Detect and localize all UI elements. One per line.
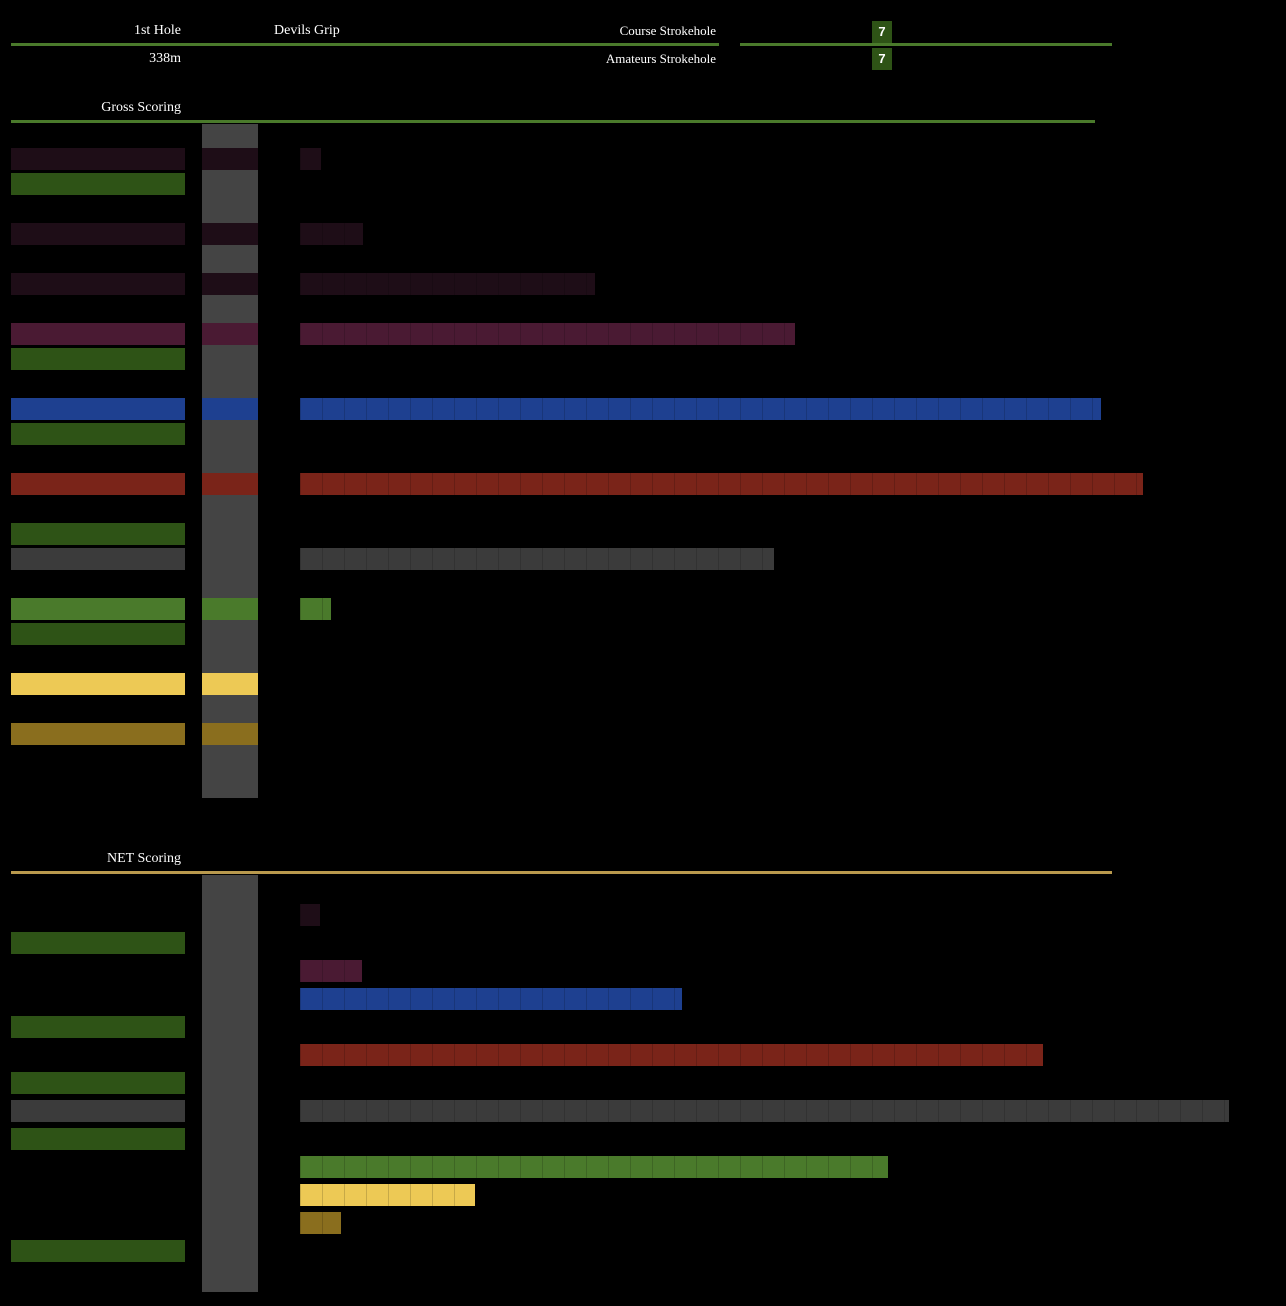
gross-label-eagle	[11, 673, 185, 695]
hole-name: Devils Grip	[274, 23, 340, 38]
gross-bar-triple	[300, 323, 795, 345]
gross-label-hole-muppet	[11, 348, 185, 370]
gross-label-bogey	[11, 473, 185, 495]
gross-score-immortality	[202, 723, 258, 745]
net-score-highest-score	[202, 932, 258, 954]
net-score-hole-muppet	[202, 1016, 258, 1038]
gross-score-bogey	[202, 473, 258, 495]
net-rule	[11, 871, 1112, 874]
net-score-bogey	[202, 1044, 258, 1066]
net-bar-triple	[300, 960, 362, 982]
gross-score-yikes	[202, 223, 258, 245]
gross-score-double	[202, 398, 258, 420]
header-rule-right	[740, 43, 1112, 46]
course-strokehole-value: 7	[872, 21, 892, 43]
gross-label-highest-score	[11, 173, 185, 195]
net-label-par	[11, 1100, 185, 1122]
net-label-birdie	[11, 1156, 185, 1178]
gross-label-birdie	[11, 598, 185, 620]
net-bar-double	[300, 988, 682, 1010]
header-rule-left	[11, 43, 719, 46]
net-score-hole-master	[202, 1128, 258, 1150]
gross-label-triple	[11, 323, 185, 345]
net-label-triple	[11, 960, 185, 982]
hole-number: 1st Hole	[133, 23, 181, 38]
gross-score-hole-master	[202, 523, 258, 545]
net-bar-bogey	[300, 1044, 1043, 1066]
net-score-birdie	[202, 1156, 258, 1178]
net-label-lowest-score	[11, 1240, 185, 1262]
net-label-hole-muppet	[11, 1016, 185, 1038]
gross-label-hole-master	[11, 523, 185, 545]
net-score-albatross	[202, 1212, 258, 1234]
gross-label-immortality	[11, 723, 185, 745]
gross-label-yikes	[11, 223, 185, 245]
net-label-bogey	[11, 1044, 185, 1066]
gross-bar-quad	[300, 273, 595, 295]
net-score-par	[202, 1100, 258, 1122]
net-score-triple	[202, 960, 258, 982]
net-label-quad	[11, 904, 185, 926]
net-bar-albatross	[300, 1212, 341, 1234]
gross-bar-yikes	[300, 223, 363, 245]
gross-score-oh-boy	[202, 148, 258, 170]
net-score-eagle	[202, 1184, 258, 1206]
net-bar-eagle	[300, 1184, 475, 1206]
net-bar-quad	[300, 904, 320, 926]
net-label-highest-score	[11, 932, 185, 954]
gross-scoring-title: Gross Scoring	[101, 100, 181, 115]
net-bar-par	[300, 1100, 1229, 1122]
gross-score-lowest-score	[202, 623, 258, 645]
gross-score-eagle	[202, 673, 258, 695]
net-score-quad	[202, 904, 258, 926]
gross-score-highest-score	[202, 173, 258, 195]
gross-bar-bogey	[300, 473, 1143, 495]
gross-rule	[11, 120, 1095, 123]
net-label-eagle	[11, 1184, 185, 1206]
gross-label-double	[11, 398, 185, 420]
gross-bar-par	[300, 548, 774, 570]
net-label-hole-master	[11, 1128, 185, 1150]
net-score-column	[202, 875, 258, 1292]
gross-score-triple	[202, 323, 258, 345]
net-score-double	[202, 988, 258, 1010]
gross-label-lowest-score	[11, 623, 185, 645]
net-label-double	[11, 988, 185, 1010]
gross-score-hole-muppet	[202, 348, 258, 370]
net-label-whelp	[11, 1268, 185, 1290]
gross-bar-birdie	[300, 598, 331, 620]
net-label-yikes	[11, 876, 185, 898]
net-score-lowest-score	[202, 1240, 258, 1262]
amateurs-strokehole-label: Amateurs Strokehole	[605, 51, 716, 66]
gross-score-amateur-average	[202, 423, 258, 445]
gross-label-quad	[11, 273, 185, 295]
gross-label-oh-boy	[11, 148, 185, 170]
net-score-amateur-average	[202, 1072, 258, 1094]
net-score-yikes	[202, 876, 258, 898]
net-label-albatross	[11, 1212, 185, 1234]
net-label-amateur-average	[11, 1072, 185, 1094]
gross-score-par	[202, 548, 258, 570]
gross-bar-oh-boy	[300, 148, 321, 170]
net-score-whelp	[202, 1268, 258, 1290]
hole-distance: 338m	[149, 51, 181, 66]
course-strokehole-label: Course Strokehole	[619, 23, 716, 38]
gross-label-amateur-average	[11, 423, 185, 445]
gross-score-birdie	[202, 598, 258, 620]
net-bar-birdie	[300, 1156, 888, 1178]
gross-label-par	[11, 548, 185, 570]
gross-bar-double	[300, 398, 1101, 420]
amateurs-strokehole-value: 7	[872, 48, 892, 70]
gross-score-quad	[202, 273, 258, 295]
net-scoring-title: NET Scoring	[106, 851, 181, 866]
